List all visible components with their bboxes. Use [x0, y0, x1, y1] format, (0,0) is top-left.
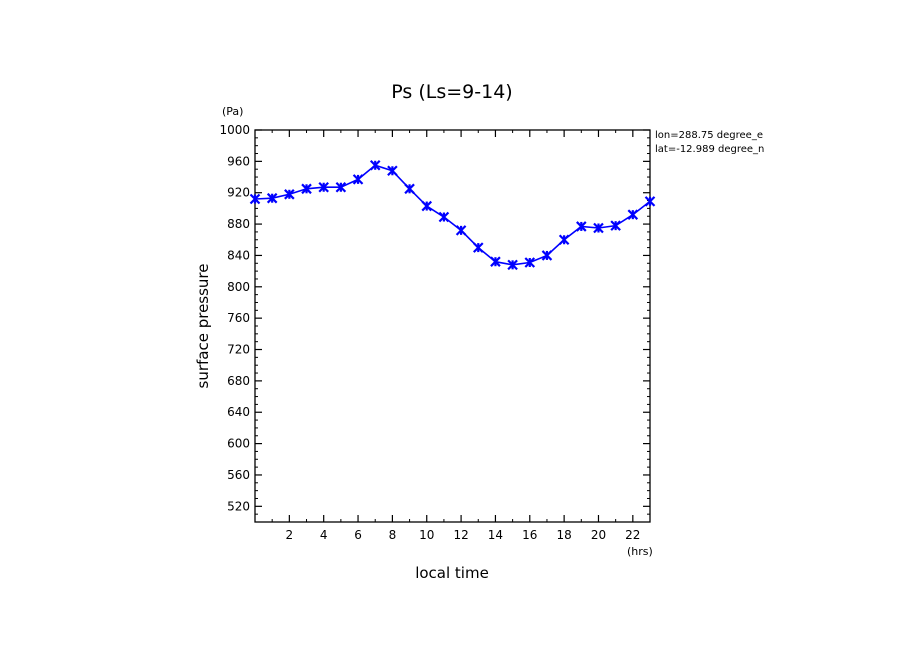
data-point — [490, 256, 501, 267]
x-tick-label: 8 — [389, 528, 397, 542]
info-lon: lon=288.75 degree_e — [655, 130, 763, 141]
data-point — [472, 242, 484, 253]
x-axis-label: local time — [415, 564, 489, 582]
x-tick-label: 6 — [354, 528, 362, 542]
data-point — [576, 221, 587, 232]
data-point — [335, 181, 347, 193]
y-axis-label: surface pressure — [194, 264, 212, 389]
x-tick-label: 18 — [556, 528, 571, 542]
data-point — [421, 200, 433, 212]
data-point — [593, 222, 604, 234]
y-tick-label: 960 — [227, 154, 250, 168]
y-tick-label: 640 — [227, 405, 250, 419]
data-point — [318, 181, 329, 193]
data-point — [644, 196, 656, 207]
x-tick-label: 14 — [488, 528, 503, 542]
data-point — [284, 189, 295, 200]
data-point — [558, 234, 570, 246]
x-unit-label: (hrs) — [627, 545, 653, 558]
y-tick-label: 840 — [227, 248, 250, 262]
x-tick-label: 22 — [625, 528, 640, 542]
y-tick-label: 600 — [227, 437, 250, 451]
data-point — [404, 183, 415, 195]
data-point — [541, 250, 553, 261]
y-tick-label: 800 — [227, 280, 250, 294]
y-tick-label: 680 — [227, 374, 250, 388]
data-point — [249, 193, 261, 205]
data-point — [455, 225, 467, 236]
y-tick-label: 760 — [227, 311, 250, 325]
x-tick-label: 16 — [522, 528, 537, 542]
y-unit-label: (Pa) — [222, 105, 243, 118]
plot-area: 520 560 600 640 680 720 760 800 840 880 920 960 1000… — [219, 123, 656, 542]
data-point — [301, 183, 312, 195]
x-tick-label: 12 — [453, 528, 468, 542]
x-tick-label: 4 — [320, 528, 328, 542]
data-point — [369, 160, 381, 171]
data-point — [266, 192, 278, 204]
x-tick-label: 10 — [419, 528, 434, 542]
data-point — [610, 220, 621, 231]
data-point — [387, 165, 398, 177]
data-point — [627, 209, 639, 220]
y-tick-label: 1000 — [219, 123, 250, 137]
y-tick-label: 560 — [227, 468, 250, 482]
y-tick-label: 880 — [227, 217, 250, 231]
chart-title: Ps (Ls=9-14) — [391, 81, 512, 103]
series-line — [254, 164, 651, 266]
data-point — [507, 259, 518, 271]
y-tick-label: 720 — [227, 343, 250, 357]
data-point — [524, 257, 536, 268]
info-lat: lat=-12.989 degree_n — [655, 144, 764, 155]
x-tick-label: 2 — [286, 528, 294, 542]
x-tick-label: 20 — [591, 528, 606, 542]
y-tick-label: 920 — [227, 186, 250, 200]
y-tick-label: 520 — [227, 499, 250, 513]
data-point — [438, 211, 450, 223]
data-point — [352, 174, 364, 185]
